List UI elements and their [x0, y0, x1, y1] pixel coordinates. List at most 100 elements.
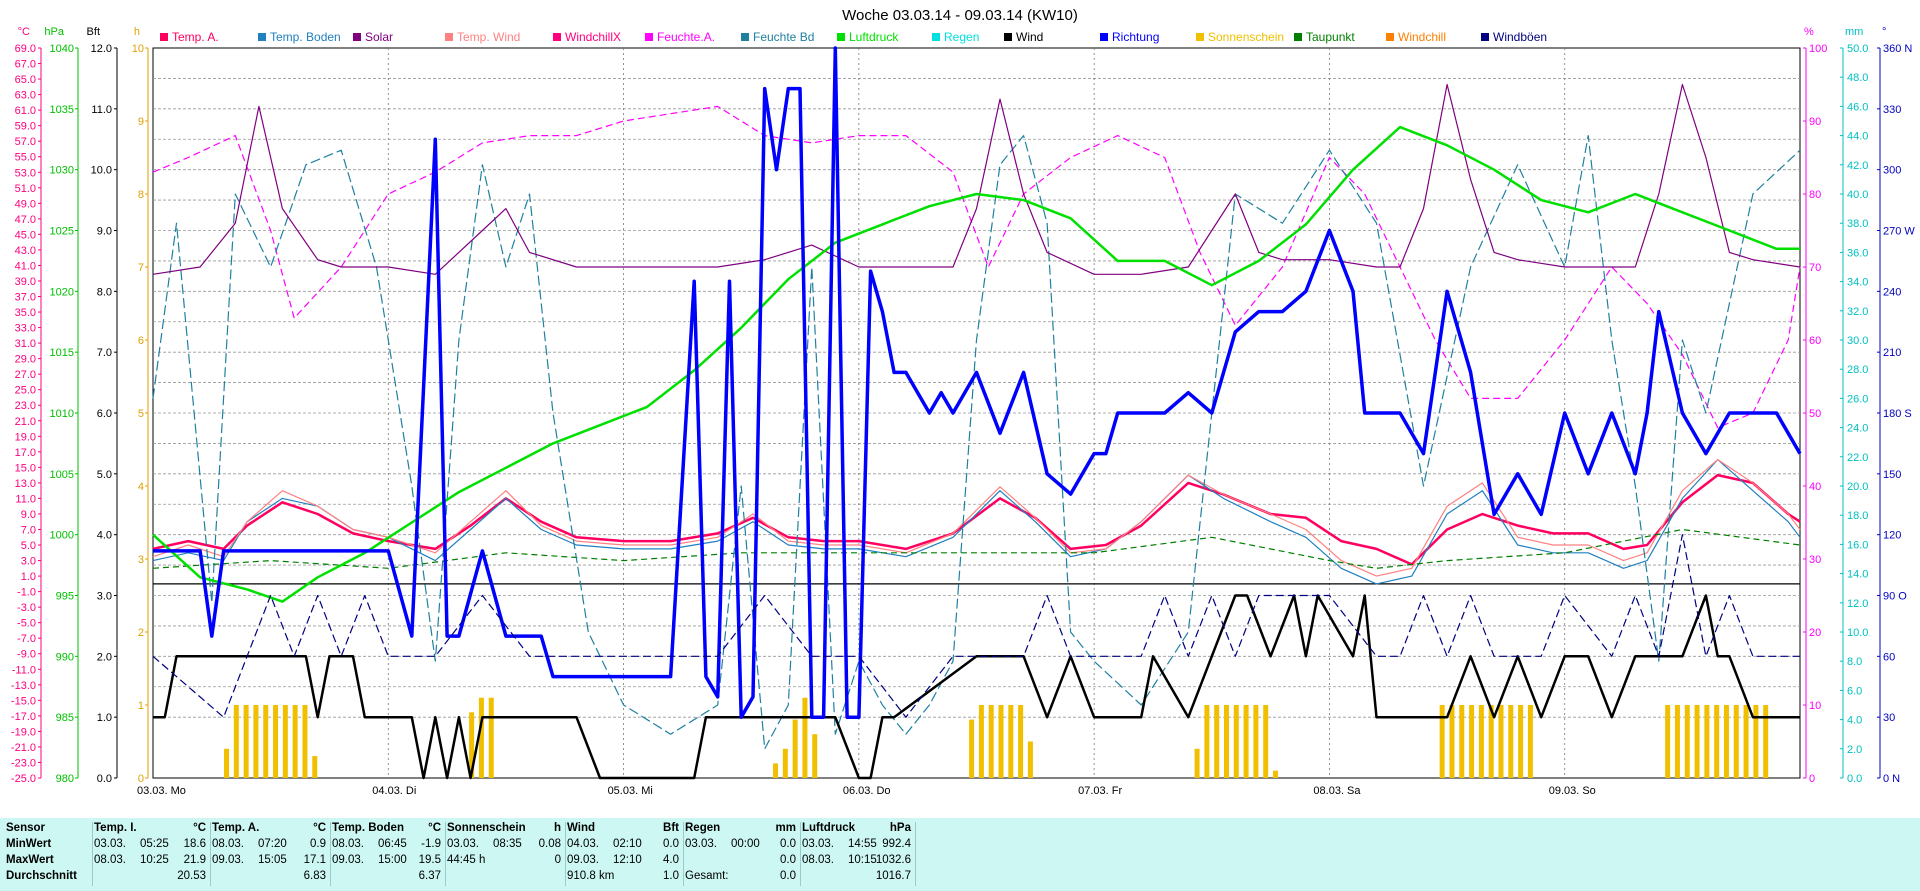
- tick-label-temp: 57.0: [15, 136, 36, 148]
- sunshine-bar: [1508, 705, 1514, 778]
- tick-label-bft: 2.0: [97, 651, 112, 663]
- stats-date: 09.03.: [212, 854, 244, 866]
- stats-row: 08.03. 10:25 21.9: [92, 854, 210, 870]
- stats-value: 1032.6: [875, 854, 911, 866]
- sunshine-bar: [233, 705, 239, 778]
- stats-header: Sensor: [4, 822, 92, 838]
- legend-swatch: [553, 33, 561, 41]
- tick-label-bft: 0.0: [97, 773, 112, 785]
- stats-date: 09.03.: [567, 854, 599, 866]
- tick-label-temp: 9.0: [21, 509, 36, 521]
- tick-label-rain: 26.0: [1847, 393, 1868, 405]
- sunshine-bar: [1723, 705, 1729, 778]
- tick-label-pressure: 995: [56, 591, 74, 603]
- sunshine-bar: [1027, 741, 1033, 778]
- tick-label-temp: 35.0: [15, 307, 36, 319]
- tick-label-rain: 6.0: [1847, 685, 1862, 697]
- tick-label-rain: 36.0: [1847, 247, 1868, 259]
- tick-label-temp: -11.0: [12, 664, 36, 676]
- sunshine-bar: [1714, 705, 1720, 778]
- legend-label: Luftdruck: [849, 30, 899, 44]
- stats-row: 6.37: [330, 870, 445, 886]
- tick-label-temp: -13.0: [11, 680, 36, 692]
- legend-swatch: [353, 33, 361, 41]
- stats-time: 15:00: [378, 854, 407, 866]
- sunshine-bar: [1704, 705, 1710, 778]
- stats-time: 06:45: [378, 838, 407, 850]
- sunshine-bar: [969, 719, 975, 778]
- tick-label-pressure: 985: [56, 712, 74, 724]
- sunshine-bar: [978, 705, 984, 778]
- stats-time: 10:15: [848, 854, 877, 866]
- axis-unit-temp: °C: [18, 26, 30, 38]
- sunshine-bar: [1018, 705, 1024, 778]
- tick-label-sun: 1: [138, 700, 144, 712]
- stats-row: 44:45 h 0: [445, 854, 565, 870]
- tick-label-rain: 16.0: [1847, 539, 1868, 551]
- legend-label: Wind: [1016, 30, 1043, 44]
- axis-unit-bft: Bft: [87, 26, 100, 38]
- x-tick-label: 09.03. So: [1549, 785, 1596, 797]
- stats-date: 03.03.: [802, 838, 834, 850]
- tick-label-temp: 23.0: [15, 400, 36, 412]
- stats-column: Sonnenschein h 03.03. 08:35 0.08 44:45 h 0: [445, 822, 566, 886]
- tick-label-rain: 14.0: [1847, 569, 1868, 581]
- axis-sun: h 0 1 2 3 4 5 6 7 8 9 10: [132, 26, 149, 785]
- tick-label-pressure: 1040: [50, 43, 74, 55]
- axis-pressure: hPa 980 985 990 995 1000 1005 1010 1015 1020 1025 1…: [44, 26, 79, 785]
- stats-column: Regen mm 03.03. 00:00 0.0 0.0 Gesamt: 0.0: [683, 822, 801, 886]
- legend-label: Windchill: [1398, 30, 1446, 44]
- stats-value: 0.0: [780, 838, 796, 850]
- tick-label-pressure: 980: [56, 773, 74, 785]
- legend-entry: Solar: [353, 30, 393, 44]
- tick-label-sun: 7: [138, 262, 144, 274]
- sunshine-bar: [243, 705, 249, 778]
- stats-value: 0.0: [780, 870, 796, 882]
- stats-header-label: Sonnenschein: [447, 822, 526, 834]
- tick-label-temp: 47.0: [15, 214, 36, 226]
- sunshine-bar: [812, 734, 818, 778]
- legend-swatch: [1386, 33, 1394, 41]
- tick-label-temp: -25.0: [11, 773, 36, 785]
- stats-header: Wind Bft: [565, 822, 683, 838]
- tick-label-pressure: 1020: [50, 286, 74, 298]
- legend-label: Temp. Wind: [457, 30, 520, 44]
- tick-label-bft: 12.0: [91, 43, 112, 55]
- stats-value: -1.9: [421, 838, 441, 850]
- tick-label-direction: 150: [1883, 469, 1901, 481]
- legend-swatch: [1100, 33, 1108, 41]
- tick-label-temp: 19.0: [15, 431, 36, 443]
- tick-label-humidity: 100: [1809, 43, 1827, 55]
- stats-value: 18.6: [183, 838, 206, 850]
- legend-label: Solar: [365, 30, 393, 44]
- stats-header-unit: °C: [193, 822, 206, 834]
- stats-row: 04.03. 02:10 0.0: [565, 838, 683, 854]
- tick-label-direction: 300: [1883, 165, 1901, 177]
- sunshine-bar: [1753, 705, 1759, 778]
- tick-label-temp: 61.0: [15, 105, 36, 117]
- tick-label-rain: 46.0: [1847, 101, 1868, 113]
- series-richtung: [153, 46, 1802, 719]
- legend-entry: Wind: [1004, 30, 1043, 44]
- sunshine-bar: [1527, 705, 1533, 778]
- tick-label-bft: 7.0: [97, 347, 112, 359]
- tick-label-rain: 10.0: [1847, 627, 1868, 639]
- stats-header: Sonnenschein h: [445, 822, 565, 838]
- stats-header-label: Wind: [567, 822, 595, 834]
- stats-date: 03.03.: [447, 838, 479, 850]
- tick-label-direction: 240: [1883, 286, 1901, 298]
- stats-date: 08.03.: [802, 854, 834, 866]
- sunshine-bar: [1439, 705, 1445, 778]
- stats-row: 08.03. 07:20 0.9: [210, 838, 330, 854]
- stats-row: 1016.7: [800, 870, 915, 886]
- tick-label-rain: 44.0: [1847, 131, 1868, 143]
- tick-label-sun: 3: [138, 554, 144, 566]
- axes: °C -25.0 -23.0 -21.0 -19.0 -17.0 -15.0 -13.0 -11…: [11, 26, 1915, 797]
- axis-rain: mm 0.0 2.0 4.0 6.0 8.0 10.0 12.0 14.0 16.0 18.0 20.…: [1840, 26, 1868, 785]
- sunshine-bar: [292, 705, 298, 778]
- sunshine-bar: [1214, 705, 1220, 778]
- sunshine-bar: [1684, 705, 1690, 778]
- stats-row: MinWert: [4, 838, 92, 854]
- tick-label-rain: 28.0: [1847, 364, 1868, 376]
- axis-unit-rain: mm: [1845, 26, 1863, 38]
